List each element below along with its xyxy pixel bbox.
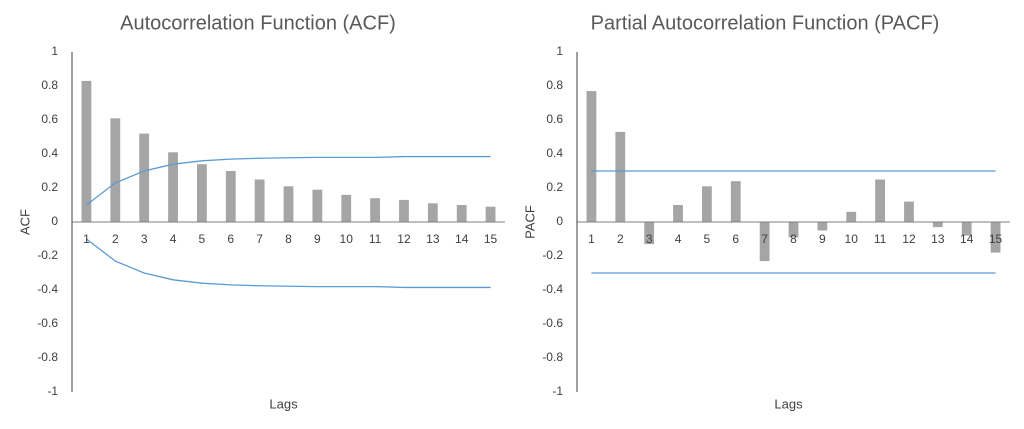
- x-axis-title: Lags: [269, 396, 298, 411]
- x-tick-label: 12: [902, 232, 916, 246]
- bar: [254, 179, 265, 222]
- y-tick-label: -1: [552, 384, 563, 398]
- x-tick-label: 14: [455, 232, 469, 246]
- bar: [788, 222, 799, 238]
- y-tick-label: 0.4: [546, 146, 563, 160]
- y-tick-label: 0: [556, 214, 563, 228]
- x-tick-label: 1: [588, 232, 595, 246]
- y-tick-label: -0.6: [37, 316, 58, 330]
- x-tick-label: 14: [960, 232, 974, 246]
- x-tick-label: 4: [170, 232, 177, 246]
- bound-line: [86, 238, 491, 289]
- bar: [312, 189, 323, 222]
- chart-title: Partial Autocorrelation Function (PACF): [591, 12, 940, 34]
- y-tick-label: -0.8: [37, 350, 58, 364]
- x-tick-label: 11: [874, 232, 887, 246]
- bar: [615, 131, 626, 222]
- x-tick-label: 2: [617, 232, 624, 246]
- bar: [730, 181, 741, 222]
- bar: [196, 164, 207, 222]
- y-tick-label: -0.6: [542, 316, 563, 330]
- chart-title: Autocorrelation Function (ACF): [120, 12, 396, 34]
- x-tick-label: 3: [141, 232, 148, 246]
- bar: [139, 133, 150, 222]
- bar: [846, 211, 857, 222]
- bar: [427, 203, 438, 222]
- x-tick-label: 2: [112, 232, 119, 246]
- x-tick-label: 10: [845, 232, 859, 246]
- y-tick-label: 1: [556, 44, 563, 58]
- x-tick-label: 7: [761, 232, 768, 246]
- y-tick-label: -1: [47, 384, 58, 398]
- x-tick-label: 5: [199, 232, 206, 246]
- y-tick-label: 0.4: [41, 146, 58, 160]
- x-tick-label: 8: [285, 232, 292, 246]
- bar: [644, 222, 655, 245]
- x-tick-label: 15: [989, 232, 1003, 246]
- bar: [283, 186, 294, 222]
- y-tick-label: 0.8: [546, 78, 563, 92]
- x-tick-label: 1: [83, 232, 90, 246]
- bar: [341, 194, 352, 222]
- y-tick-label: 0.2: [546, 180, 563, 194]
- x-tick-label: 11: [369, 232, 382, 246]
- y-tick-label: 0.2: [41, 180, 58, 194]
- bar: [586, 91, 597, 222]
- bar: [701, 186, 712, 222]
- bar: [961, 222, 972, 236]
- x-axis-title: Lags: [774, 396, 803, 411]
- x-tick-label: 12: [397, 232, 411, 246]
- bar: [456, 205, 467, 222]
- bar: [225, 171, 236, 222]
- x-tick-label: 9: [314, 232, 321, 246]
- x-tick-label: 7: [256, 232, 263, 246]
- bar: [759, 222, 770, 262]
- x-tick-label: 6: [732, 232, 739, 246]
- bar: [673, 205, 683, 222]
- x-tick-label: 5: [704, 232, 711, 246]
- y-tick-label: -0.4: [542, 282, 563, 296]
- x-tick-label: 9: [819, 232, 826, 246]
- y-axis-title: PACF: [522, 205, 537, 239]
- bar: [399, 199, 409, 222]
- x-tick-label: 13: [931, 232, 945, 246]
- y-tick-label: 0.6: [41, 112, 58, 126]
- y-tick-label: 0.6: [546, 112, 563, 126]
- x-tick-label: 3: [646, 232, 653, 246]
- y-tick-label: -0.2: [542, 248, 563, 262]
- y-axis-title: ACF: [17, 209, 32, 235]
- x-tick-label: 6: [227, 232, 234, 246]
- y-tick-label: -0.4: [37, 282, 58, 296]
- bar: [81, 80, 92, 223]
- bar: [904, 201, 914, 222]
- bar: [110, 118, 121, 222]
- bar: [932, 222, 943, 228]
- x-tick-label: 13: [426, 232, 440, 246]
- bar: [990, 222, 1001, 253]
- x-tick-label: 15: [484, 232, 498, 246]
- y-tick-label: 0.8: [41, 78, 58, 92]
- bar: [370, 198, 381, 222]
- bar: [485, 206, 496, 222]
- y-tick-label: 0: [51, 214, 58, 228]
- bar: [168, 152, 178, 222]
- y-tick-label: -0.8: [542, 350, 563, 364]
- bar: [817, 222, 828, 231]
- x-tick-label: 8: [790, 232, 797, 246]
- bar: [875, 179, 886, 222]
- y-tick-label: -0.2: [37, 248, 58, 262]
- x-tick-label: 10: [340, 232, 354, 246]
- bound-line: [86, 155, 491, 206]
- y-tick-label: 1: [51, 44, 58, 58]
- x-tick-label: 4: [675, 232, 682, 246]
